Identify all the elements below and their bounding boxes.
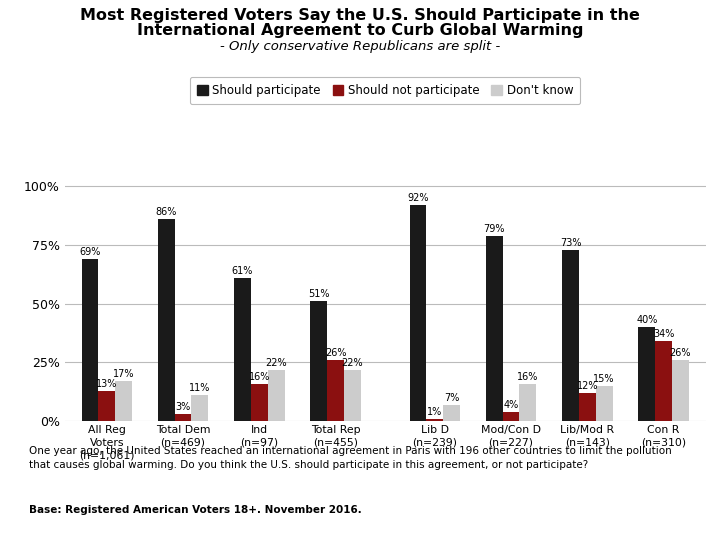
Text: 7%: 7%: [444, 393, 459, 403]
Bar: [595, 386, 613, 421]
Text: 26%: 26%: [325, 348, 346, 358]
Bar: [503, 412, 519, 421]
Bar: [639, 327, 655, 421]
Bar: [672, 360, 689, 421]
Text: 86%: 86%: [156, 207, 177, 217]
Text: 69%: 69%: [79, 247, 101, 257]
Bar: [81, 259, 99, 421]
Bar: [158, 219, 175, 421]
Text: Base: Registered American Voters 18+. November 2016.: Base: Registered American Voters 18+. No…: [29, 505, 361, 515]
Bar: [99, 390, 115, 421]
Bar: [251, 383, 268, 421]
Text: 73%: 73%: [560, 238, 581, 248]
Bar: [579, 393, 595, 421]
Bar: [444, 405, 460, 421]
Bar: [344, 369, 361, 421]
Text: that causes global warming. Do you think the U.S. should participate in this agr: that causes global warming. Do you think…: [29, 460, 588, 470]
Text: 11%: 11%: [189, 383, 210, 394]
Legend: Should participate, Should not participate, Don't know: Should participate, Should not participa…: [190, 77, 580, 104]
Bar: [268, 369, 284, 421]
Bar: [175, 414, 192, 421]
Bar: [519, 383, 536, 421]
Text: 16%: 16%: [248, 372, 270, 382]
Bar: [562, 249, 579, 421]
Text: 51%: 51%: [308, 289, 330, 300]
Text: 92%: 92%: [408, 193, 428, 203]
Text: 3%: 3%: [176, 402, 191, 412]
Text: 34%: 34%: [653, 329, 675, 340]
Text: 22%: 22%: [341, 357, 363, 368]
Text: 16%: 16%: [517, 372, 539, 382]
Text: 22%: 22%: [265, 357, 287, 368]
Bar: [410, 205, 426, 421]
Text: 17%: 17%: [113, 369, 135, 380]
Text: 12%: 12%: [577, 381, 598, 391]
Text: International Agreement to Curb Global Warming: International Agreement to Curb Global W…: [137, 23, 583, 38]
Text: Most Registered Voters Say the U.S. Should Participate in the: Most Registered Voters Say the U.S. Shou…: [80, 8, 640, 23]
Text: One year ago, the United States reached an international agreement in Paris with: One year ago, the United States reached …: [29, 446, 672, 456]
Text: 26%: 26%: [670, 348, 691, 358]
Text: 13%: 13%: [96, 379, 117, 389]
Text: - Only conservative Republicans are split -: - Only conservative Republicans are spli…: [220, 40, 500, 53]
Bar: [327, 360, 344, 421]
Text: 4%: 4%: [503, 400, 518, 410]
Bar: [486, 235, 503, 421]
Bar: [115, 381, 132, 421]
Bar: [192, 395, 208, 421]
Bar: [655, 341, 672, 421]
Bar: [426, 419, 444, 421]
Bar: [310, 301, 327, 421]
Text: 1%: 1%: [427, 407, 442, 417]
Text: 61%: 61%: [232, 266, 253, 276]
Text: 40%: 40%: [636, 315, 657, 325]
Text: 79%: 79%: [484, 224, 505, 234]
Text: 15%: 15%: [593, 374, 615, 384]
Bar: [234, 278, 251, 421]
